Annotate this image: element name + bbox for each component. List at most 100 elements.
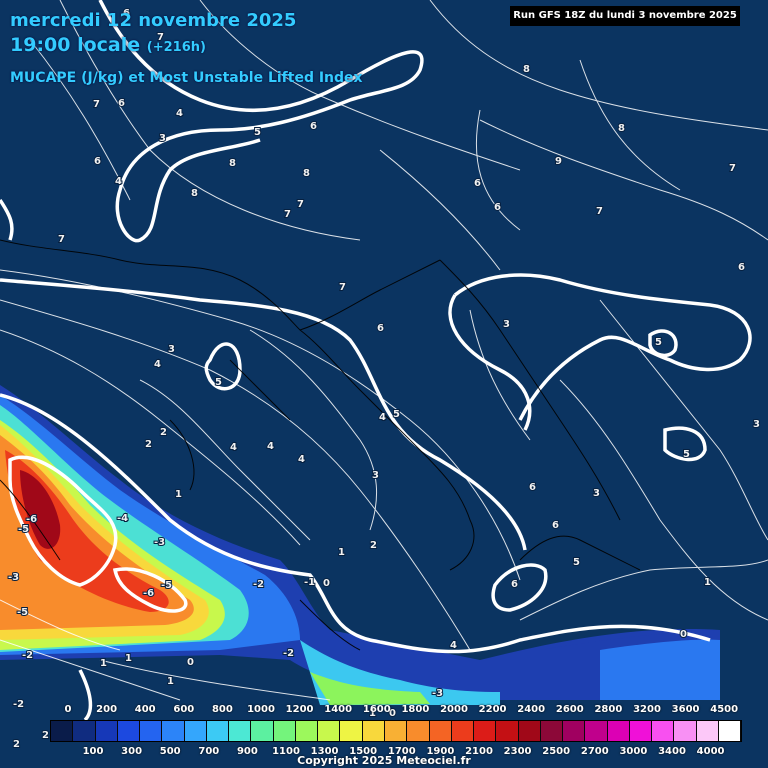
li-label: 7 xyxy=(157,32,164,43)
colorbar-tick-label: 100 xyxy=(82,746,104,757)
li-label: 5 xyxy=(393,409,400,420)
li-label: 6 xyxy=(529,482,536,493)
colorbar-swatch xyxy=(585,721,608,741)
colorbar-tick-label: 500 xyxy=(159,746,181,757)
li-label: 8 xyxy=(618,123,625,134)
forecast-time-label: 19:00 locale xyxy=(10,34,141,56)
li-label: 7 xyxy=(297,199,304,210)
li-label: 1 xyxy=(167,676,174,687)
colorbar-swatch xyxy=(73,721,96,741)
colorbar-tick-label: 900 xyxy=(236,746,258,757)
li-label: 7 xyxy=(284,209,291,220)
colorbar-tick-label: 4000 xyxy=(696,746,725,757)
li-label: 9 xyxy=(555,156,562,167)
colorbar-swatch xyxy=(273,721,296,741)
colorbar-tick-label: 2700 xyxy=(580,746,609,757)
colorbar-tick-label: 1700 xyxy=(387,746,416,757)
colorbar-tick-label: 0 xyxy=(64,704,72,715)
li-label: 2 xyxy=(42,730,49,741)
colorbar-swatch xyxy=(407,721,430,741)
colorbar-tick-label: 1300 xyxy=(310,746,339,757)
colorbar-swatch xyxy=(474,721,497,741)
colorbar-tick-label: 600 xyxy=(173,704,195,715)
colorbar xyxy=(50,720,742,742)
li-label: -2 xyxy=(22,650,33,661)
colorbar-tick-label: 2300 xyxy=(503,746,532,757)
li-label: 1 xyxy=(338,547,345,558)
li-label: 5 xyxy=(683,449,690,460)
li-label: 0 xyxy=(187,657,194,668)
li-label: 5 xyxy=(573,557,580,568)
forecast-date: mercredi 12 novembre 2025 xyxy=(10,10,297,31)
li-label: -5 xyxy=(18,524,29,535)
li-label: -3 xyxy=(432,688,443,699)
li-label: 4 xyxy=(176,108,183,119)
li-label: 8 xyxy=(191,188,198,199)
li-label: 6 xyxy=(738,262,745,273)
li-label: -1 xyxy=(304,577,315,588)
colorbar-swatch xyxy=(229,721,252,741)
li-label: 1 xyxy=(100,658,107,669)
colorbar-swatch xyxy=(696,721,719,741)
colorbar-tick-label: 4500 xyxy=(710,704,739,715)
colorbar-swatch xyxy=(295,721,319,741)
colorbar-tick-label: 1600 xyxy=(362,704,391,715)
colorbar-tick-label: 2500 xyxy=(542,746,571,757)
colorbar-swatch xyxy=(251,721,274,741)
colorbar-tick-label: 1500 xyxy=(349,746,378,757)
cape-shading xyxy=(0,385,720,705)
li-label: 2 xyxy=(145,439,152,450)
colorbar-swatch xyxy=(629,721,653,741)
li-label: 7 xyxy=(729,163,736,174)
li-label: 0 xyxy=(323,578,330,589)
li-label: 3 xyxy=(593,488,600,499)
li-label: 2 xyxy=(370,540,377,551)
coastlines xyxy=(0,239,641,651)
li-label: 3 xyxy=(753,419,760,430)
colorbar-swatch xyxy=(384,721,408,741)
li-label: -3 xyxy=(154,537,165,548)
run-info: Run GFS 18Z du lundi 3 novembre 2025 xyxy=(510,6,740,26)
colorbar-tick-label: 800 xyxy=(211,704,233,715)
li-label: 6 xyxy=(118,98,125,109)
thick-isolines xyxy=(0,0,752,722)
li-label: 0 xyxy=(680,629,687,640)
li-label: -2 xyxy=(283,648,294,659)
li-label: 6 xyxy=(494,202,501,213)
forecast-lead: (+216h) xyxy=(146,40,206,55)
li-label: 5 xyxy=(254,127,261,138)
li-label: 5 xyxy=(215,377,222,388)
li-label: -2 xyxy=(253,579,264,590)
li-label: 6 xyxy=(552,520,559,531)
forecast-time: 19:00 locale (+216h) xyxy=(10,34,206,56)
li-label: 4 xyxy=(298,454,305,465)
li-label: 1 xyxy=(175,489,182,500)
colorbar-tick-label: 200 xyxy=(96,704,118,715)
colorbar-swatch xyxy=(652,721,675,741)
li-label: -5 xyxy=(17,607,28,618)
li-label: 8 xyxy=(523,64,530,75)
li-label: -3 xyxy=(8,572,19,583)
colorbar-tick-label: 1100 xyxy=(272,746,300,757)
li-label: -2 xyxy=(13,699,24,710)
colorbar-tick-label: 2100 xyxy=(465,746,493,757)
isoline-labels: 6 7 6 7 4 3 5 6 4 6 8 8 7 7 8 8 9 7 8 7 … xyxy=(7,7,761,751)
li-label: 3 xyxy=(503,319,510,330)
li-label: -6 xyxy=(26,514,37,525)
li-label: 6 xyxy=(123,8,130,19)
colorbar-swatch xyxy=(162,721,185,741)
colorbar-swatch xyxy=(117,721,141,741)
li-label: 6 xyxy=(94,156,101,167)
li-label: 2 xyxy=(160,427,167,438)
li-label: -6 xyxy=(143,588,154,599)
colorbar-swatch xyxy=(140,721,163,741)
li-label: 4 xyxy=(379,412,386,423)
colorbar-swatch xyxy=(563,721,586,741)
colorbar-tick-label: 700 xyxy=(198,746,220,757)
li-label: 2 xyxy=(13,739,20,750)
colorbar-tick-label: 1000 xyxy=(247,704,275,715)
colorbar-tick-label: 400 xyxy=(134,704,156,715)
li-label: 4 xyxy=(450,640,457,651)
colorbar-swatch xyxy=(429,721,452,741)
